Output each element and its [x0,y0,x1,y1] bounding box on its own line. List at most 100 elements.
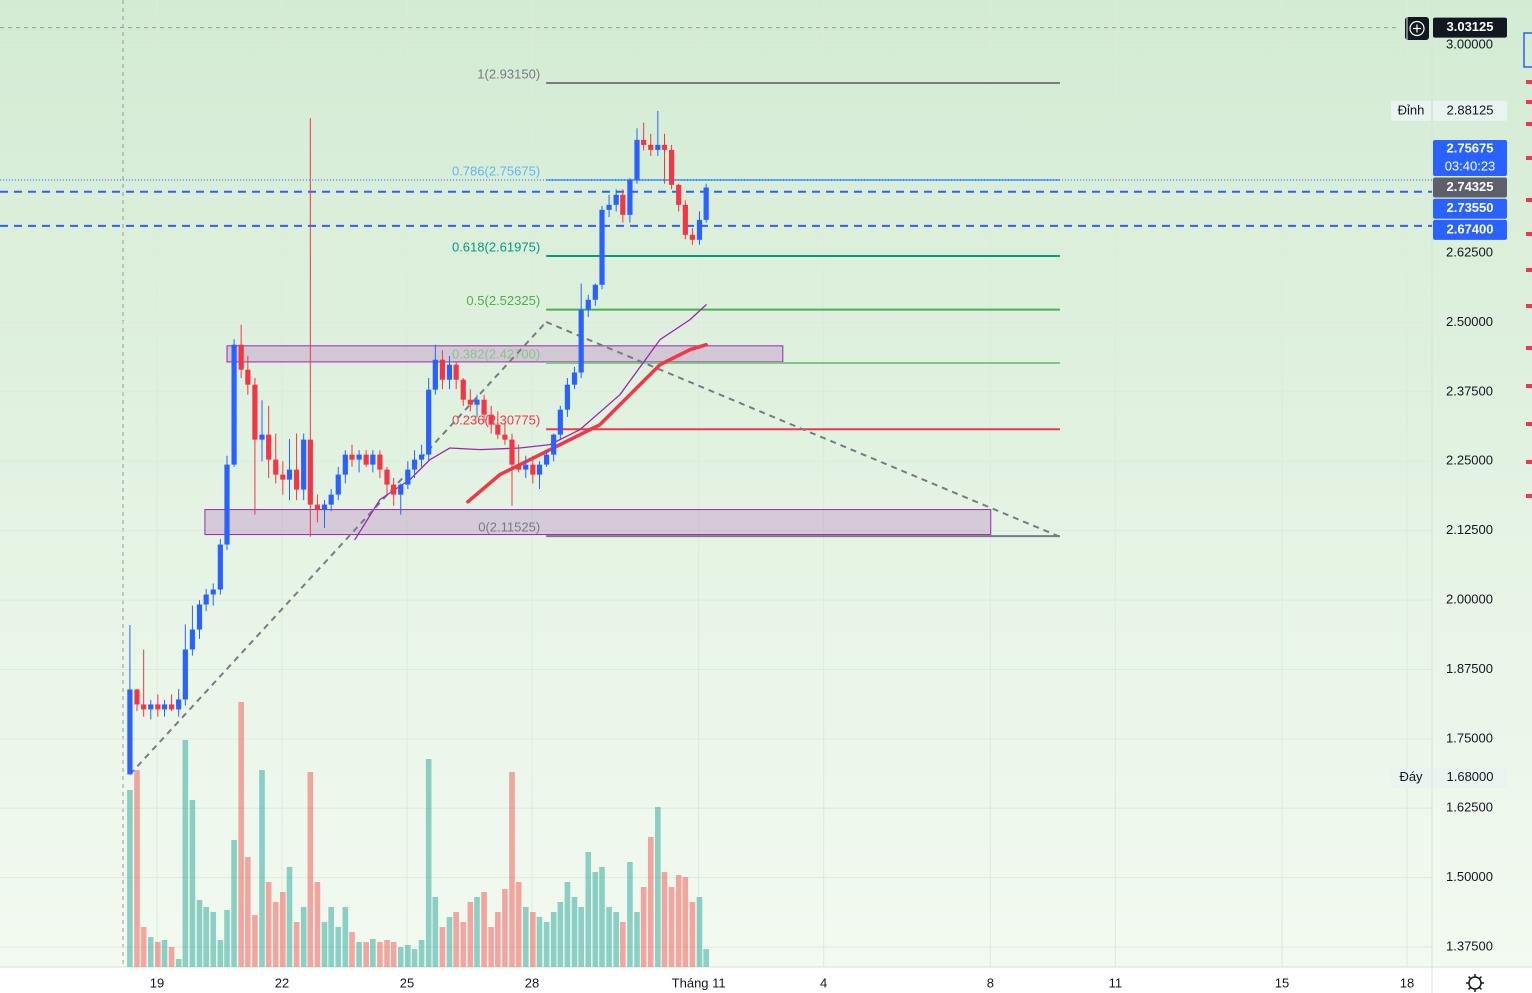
volume-bar [655,807,661,967]
candle-body [703,187,709,220]
candle-body [134,689,140,705]
volume-bar [203,907,209,967]
price-label-text: 2.73550 [1447,200,1494,215]
x-tick-label: 18 [1400,975,1414,990]
plus-icon[interactable] [1409,20,1425,37]
y-tick-label: 2.37500 [1446,383,1493,398]
price-label: 3.03125 [1433,17,1507,38]
y-tick-label: 2.00000 [1446,592,1493,607]
volume-bar [689,902,696,967]
price-label: 2.67400 [1433,219,1507,240]
price-label-box [1433,767,1507,788]
candle-body [321,504,328,510]
candle-body [155,704,161,710]
volume-bar [647,837,654,967]
volume-bar [196,900,203,967]
candle-body [384,469,390,485]
x-tick-label: 25 [400,975,414,990]
price-label: 2.75675 03:40:23 [1433,139,1507,176]
candle-body [696,219,703,240]
price-tag-box [1391,767,1431,788]
candle-body [266,434,272,460]
volume-bar [634,912,640,967]
candle-body [592,284,598,300]
candle-body [676,184,682,205]
candle-body [474,399,480,405]
volume-bar [627,862,633,967]
y-tick-label: 1.75000 [1446,730,1493,745]
candle-body [349,454,355,460]
volume-bar [613,912,619,967]
volume-bar [571,897,578,967]
candle-body [536,464,543,475]
volume-bar [606,907,612,967]
volume-bar [675,875,682,967]
volume-bar [168,947,175,967]
volume-bar [481,892,487,967]
gear-teeth[interactable] [1466,974,1484,992]
candle-body [391,484,397,495]
candle-body [176,699,182,710]
x-tick-label: 11 [1109,975,1123,990]
candle-body [307,439,313,505]
y-tick-label: 1.50000 [1446,869,1493,884]
price-label: 1.68000 Đáy [1391,767,1507,788]
volume-bar [384,940,390,967]
volume-bar [495,912,501,967]
candle-body [453,364,459,380]
y-tick-label: 2.12500 [1446,522,1493,537]
candle-body [356,454,362,460]
fib-label: 1(2.93150) [477,66,540,81]
x-tick-label: 22 [275,975,289,990]
candle-body [627,179,633,215]
plot-background [0,0,1532,967]
settings-button[interactable] [1466,974,1484,992]
price-label: 2.88125 Đỉnh [1391,100,1507,121]
volume-bar [307,772,314,967]
volume-bar [682,877,689,967]
volume-bar [349,932,355,967]
candle-body [217,544,223,590]
candle-body [426,389,432,455]
volume-bar [300,907,307,967]
candle-body [585,299,591,310]
candle-body [551,434,557,455]
volume-bar [432,897,439,967]
x-tick-label: 4 [820,975,827,990]
volume-bar [543,922,550,967]
volume-bar [522,907,529,967]
candle-body [405,469,411,485]
volume-bar [224,910,230,967]
candle-body [252,384,258,440]
volume-bar [536,917,543,967]
fib-label: 0.236(2.30775) [452,413,540,428]
volume-bar [217,940,224,967]
candle-body [502,434,508,440]
x-tick-label: Tháng 11 [672,975,726,990]
candle-body [682,204,688,235]
volume-bar [418,940,425,967]
zone-rectangle [226,345,784,363]
price-label-text: 2.75675 [1447,140,1494,155]
volume-bar [134,770,140,967]
volume-bar [439,927,446,967]
candle-body [280,474,286,480]
volume-bar [411,949,418,967]
volume-bar [189,800,196,967]
volume-bar [460,922,467,967]
y-tick-label: 2.62500 [1446,245,1493,260]
volume-bar [363,942,369,967]
time-axis-background [0,967,1532,993]
volume-bar [509,772,515,967]
price-label-box [1433,139,1507,176]
plus-icon-cross[interactable] [1413,24,1421,33]
candle-body [398,484,404,495]
candle-body [689,234,696,240]
volume-bar [703,949,709,967]
x-tick-label: 15 [1275,975,1289,990]
candle-body [606,204,612,210]
candle-body [523,464,529,470]
volume-bar [272,902,279,967]
plus-button[interactable] [1405,17,1429,40]
candle-body [620,194,626,215]
